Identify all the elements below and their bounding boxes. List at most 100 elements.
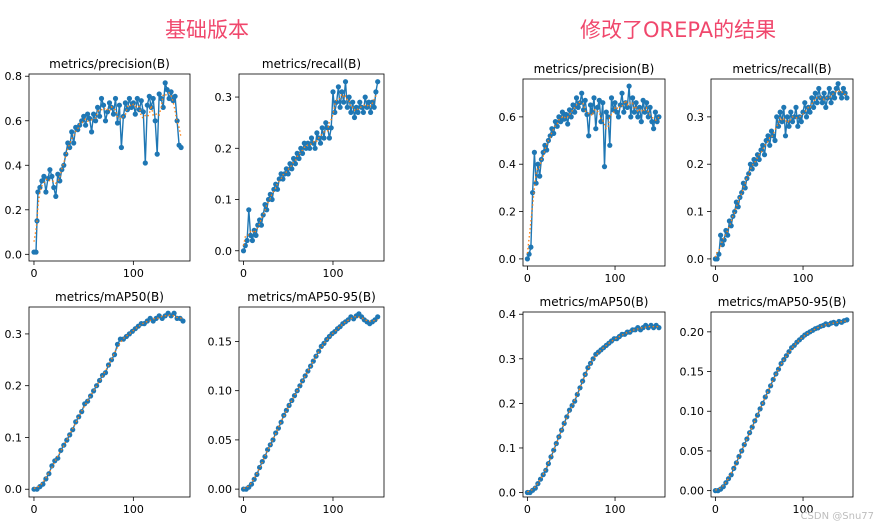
data-point [638, 119, 644, 125]
smooth-line [33, 91, 182, 242]
data-point [335, 84, 341, 90]
data-point [91, 111, 97, 117]
data-point [751, 156, 757, 163]
data-point [270, 437, 276, 443]
data-point [257, 464, 263, 471]
data-point [100, 102, 107, 108]
data-point [572, 398, 578, 404]
y-tick-label: 0.2 [499, 397, 517, 410]
data-point [368, 109, 374, 115]
data-point [612, 100, 618, 106]
data-point [326, 135, 332, 141]
y-tick-label: 0.1 [687, 206, 705, 219]
data-point [548, 454, 554, 460]
y-tick-label: 0.1 [5, 431, 23, 444]
data-point [642, 109, 648, 115]
data-point [720, 484, 726, 490]
chart-title: metrics/precision(B) [49, 57, 170, 71]
data-point [98, 95, 105, 102]
data-point [297, 383, 303, 389]
smooth-line [526, 98, 660, 254]
data-point [742, 185, 748, 191]
data-point [57, 178, 63, 184]
data-point [55, 455, 61, 461]
data-point [826, 85, 832, 92]
data-point [111, 352, 118, 358]
data-point [584, 111, 590, 118]
chart-title: metrics/mAP50-95(B) [247, 290, 376, 304]
data-point [61, 162, 67, 168]
data-point [793, 104, 799, 110]
plot-area [31, 80, 184, 255]
smooth-line [242, 92, 379, 246]
plot-area [31, 310, 186, 492]
data-point [651, 126, 657, 132]
data-point [51, 184, 57, 191]
data-point [351, 114, 358, 121]
data-point [162, 80, 168, 86]
data-point [844, 317, 850, 323]
data-point [154, 151, 160, 157]
data-point [269, 196, 275, 203]
data-point [784, 114, 790, 120]
data-point [262, 454, 268, 460]
x-tick-label: 0 [240, 503, 247, 516]
data-point [158, 95, 164, 102]
smooth-line [243, 315, 378, 490]
data-point [242, 243, 248, 249]
data-point [321, 135, 327, 141]
data-point [328, 125, 334, 131]
data-point [570, 102, 576, 108]
y-tick-label: 0.0 [687, 253, 705, 266]
data-point [807, 109, 813, 115]
data-point [767, 142, 773, 148]
data-point [644, 100, 650, 106]
data-point [795, 123, 801, 129]
data-point [105, 362, 112, 368]
data-point [828, 100, 834, 106]
axes-frame [522, 78, 666, 267]
data-point [818, 95, 824, 101]
data-point [264, 207, 270, 213]
data-point [626, 83, 632, 89]
data-point [253, 232, 259, 238]
data-point [291, 393, 298, 399]
data-point [781, 104, 787, 110]
data-point [732, 209, 738, 215]
data-point [126, 95, 132, 102]
chart-panel: metrics/mAP50(B) 0.0 0.1 0.2 0.3 0.4 0 100 [499, 295, 666, 516]
data-point [552, 119, 559, 125]
data-point [316, 348, 322, 354]
data-point [59, 167, 65, 173]
y-tick-label: 0.1 [215, 194, 233, 207]
data-point [102, 370, 109, 376]
data-point [118, 144, 124, 151]
data-point [723, 227, 729, 234]
data-point [577, 385, 583, 391]
data-point [94, 383, 100, 389]
data-point [53, 193, 59, 199]
chart-panel: metrics/recall(B) 0.0 0.1 0.2 0.3 0 100 [215, 57, 385, 280]
data-point [844, 95, 850, 101]
data-point [46, 471, 52, 477]
data-point [553, 440, 559, 447]
data-point [615, 114, 622, 120]
data-point [40, 481, 46, 487]
chart-panel: metrics/precision(B) 0.0 0.2 0.4 0.6 0 100 [499, 62, 666, 285]
axes-frame [238, 306, 385, 498]
data-point [97, 113, 103, 119]
data-point [39, 178, 45, 184]
series-line [242, 81, 379, 252]
data-point [725, 232, 731, 238]
data-point [656, 114, 662, 120]
y-tick-label: 0.4 [499, 158, 517, 171]
chart-panel: metrics/mAP50(B) 0.0 0.1 0.2 0.3 0 100 [5, 290, 191, 516]
data-point [630, 95, 636, 101]
plot-area [240, 79, 381, 254]
data-point [369, 99, 375, 105]
y-tick-label: 0.0 [499, 487, 517, 500]
y-tick-label: 0.0 [215, 245, 233, 258]
data-point [535, 161, 541, 167]
plot-area [524, 83, 662, 262]
data-point [61, 442, 67, 448]
